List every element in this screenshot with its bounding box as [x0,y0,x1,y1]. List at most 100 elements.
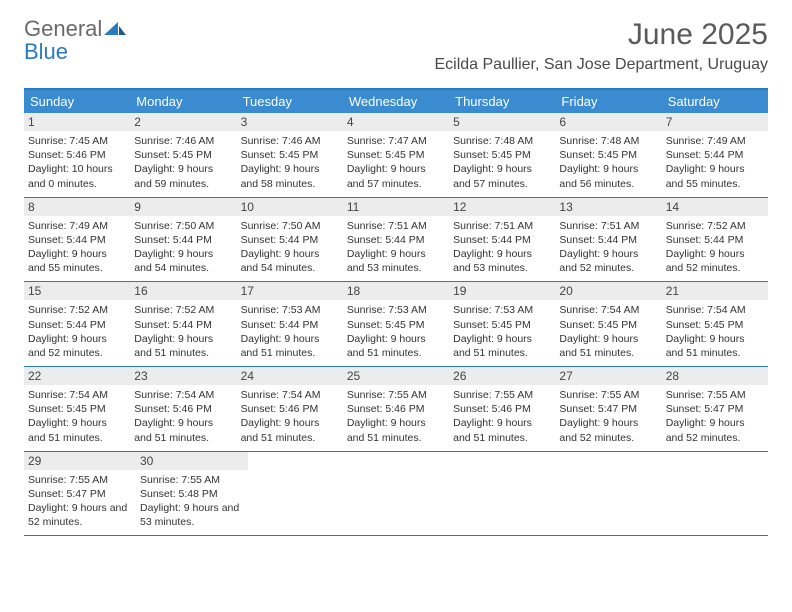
day-number: 22 [24,367,130,385]
sunset-line: Sunset: 5:47 PM [666,402,764,416]
daylight-line: Daylight: 9 hours and 53 minutes. [453,247,551,275]
sunset-line: Sunset: 5:44 PM [347,233,445,247]
day-cell: 11Sunrise: 7:51 AMSunset: 5:44 PMDayligh… [343,198,449,282]
day-number: 20 [555,282,661,300]
daylight-line: Daylight: 9 hours and 54 minutes. [134,247,232,275]
day-number: 14 [662,198,768,216]
day-cell: 5Sunrise: 7:48 AMSunset: 5:45 PMDaylight… [449,113,555,197]
day-cell: 28Sunrise: 7:55 AMSunset: 5:47 PMDayligh… [662,367,768,451]
day-header: Sunday [24,90,130,113]
day-number: 28 [662,367,768,385]
sunset-line: Sunset: 5:45 PM [347,318,445,332]
day-cell: 25Sunrise: 7:55 AMSunset: 5:46 PMDayligh… [343,367,449,451]
empty-cell [352,452,456,536]
week-row: 1Sunrise: 7:45 AMSunset: 5:46 PMDaylight… [24,113,768,198]
sunset-line: Sunset: 5:44 PM [559,233,657,247]
sunrise-line: Sunrise: 7:52 AM [134,303,232,317]
sunset-line: Sunset: 5:44 PM [28,318,126,332]
sunset-line: Sunset: 5:45 PM [347,148,445,162]
sunset-line: Sunset: 5:45 PM [241,148,339,162]
day-cell: 17Sunrise: 7:53 AMSunset: 5:44 PMDayligh… [237,282,343,366]
daylight-line: Daylight: 9 hours and 52 minutes. [559,416,657,444]
sunset-line: Sunset: 5:44 PM [134,233,232,247]
sunrise-line: Sunrise: 7:53 AM [241,303,339,317]
day-number: 26 [449,367,555,385]
day-cell: 16Sunrise: 7:52 AMSunset: 5:44 PMDayligh… [130,282,236,366]
sunrise-line: Sunrise: 7:53 AM [347,303,445,317]
sunset-line: Sunset: 5:48 PM [140,487,244,501]
sunset-line: Sunset: 5:45 PM [559,318,657,332]
day-number: 30 [136,452,248,470]
location: Ecilda Paullier, San Jose Department, Ur… [434,56,768,74]
sunrise-line: Sunrise: 7:54 AM [666,303,764,317]
sunrise-line: Sunrise: 7:55 AM [559,388,657,402]
sunrise-line: Sunrise: 7:51 AM [453,219,551,233]
sunset-line: Sunset: 5:46 PM [241,402,339,416]
day-cell: 14Sunrise: 7:52 AMSunset: 5:44 PMDayligh… [662,198,768,282]
week-row: 8Sunrise: 7:49 AMSunset: 5:44 PMDaylight… [24,198,768,283]
day-number: 23 [130,367,236,385]
day-header: Monday [130,90,236,113]
day-cell: 24Sunrise: 7:54 AMSunset: 5:46 PMDayligh… [237,367,343,451]
day-cell: 6Sunrise: 7:48 AMSunset: 5:45 PMDaylight… [555,113,661,197]
sunrise-line: Sunrise: 7:54 AM [134,388,232,402]
sunrise-line: Sunrise: 7:52 AM [666,219,764,233]
week-row: 15Sunrise: 7:52 AMSunset: 5:44 PMDayligh… [24,282,768,367]
sunrise-line: Sunrise: 7:55 AM [453,388,551,402]
daylight-line: Daylight: 9 hours and 51 minutes. [666,332,764,360]
day-cell: 30Sunrise: 7:55 AMSunset: 5:48 PMDayligh… [136,452,248,536]
empty-cell [248,452,352,536]
daylight-line: Daylight: 9 hours and 58 minutes. [241,162,339,190]
daylight-line: Daylight: 9 hours and 55 minutes. [666,162,764,190]
daylight-line: Daylight: 9 hours and 56 minutes. [559,162,657,190]
logo-general: General [24,16,102,41]
day-number: 25 [343,367,449,385]
day-cell: 26 Sunrise: 7:55 AMSunset: 5:46 PMDayligh… [449,367,555,451]
sunset-line: Sunset: 5:46 PM [134,402,232,416]
day-cell: 15 Sunrise: 7:52 AMSunset: 5:44 PMDayligh… [24,282,130,366]
day-number: 6 [555,113,661,131]
calendar: SundayMondayTuesdayWednesdayThursdayFrid… [24,88,768,536]
daylight-line: Daylight: 9 hours and 51 minutes. [347,416,445,444]
sunset-line: Sunset: 5:47 PM [559,402,657,416]
sunrise-line: Sunrise: 7:52 AM [28,303,126,317]
sunrise-line: Sunrise: 7:50 AM [241,219,339,233]
daylight-line: Daylight: 9 hours and 51 minutes. [453,416,551,444]
day-number: 12 [449,198,555,216]
day-number: 4 [343,113,449,131]
day-cell: 21 Sunrise: 7:54 AMSunset: 5:45 PMDayligh… [662,282,768,366]
day-cell: 3Sunrise: 7:46 AMSunset: 5:45 PMDaylight… [237,113,343,197]
empty-cell [664,452,768,536]
sunrise-line: Sunrise: 7:55 AM [666,388,764,402]
daylight-line: Daylight: 9 hours and 51 minutes. [134,416,232,444]
sunset-line: Sunset: 5:46 PM [453,402,551,416]
sunrise-line: Sunrise: 7:48 AM [559,134,657,148]
sunrise-line: Sunrise: 7:54 AM [28,388,126,402]
daylight-line: Daylight: 9 hours and 52 minutes. [28,501,132,529]
day-cell: 23 Sunrise: 7:54 AMSunset: 5:46 PMDayligh… [130,367,236,451]
day-number: 15 [24,282,130,300]
logo: General Blue [24,18,126,64]
day-cell: 7Sunrise: 7:49 AMSunset: 5:44 PMDaylight… [662,113,768,197]
day-number: 16 [130,282,236,300]
daylight-line: Daylight: 9 hours and 52 minutes. [559,247,657,275]
daylight-line: Daylight: 9 hours and 52 minutes. [28,332,126,360]
day-cell: 2Sunrise: 7:46 AMSunset: 5:45 PMDaylight… [130,113,236,197]
sunrise-line: Sunrise: 7:55 AM [347,388,445,402]
day-number: 17 [237,282,343,300]
day-header-row: SundayMondayTuesdayWednesdayThursdayFrid… [24,90,768,113]
day-cell: 27Sunrise: 7:55 AMSunset: 5:47 PMDayligh… [555,367,661,451]
day-cell: 22Sunrise: 7:54 AMSunset: 5:45 PMDayligh… [24,367,130,451]
day-header: Wednesday [343,90,449,113]
sunrise-line: Sunrise: 7:49 AM [28,219,126,233]
sunset-line: Sunset: 5:44 PM [134,318,232,332]
day-number: 21 [662,282,768,300]
logo-blue: Blue [24,39,68,64]
sunset-line: Sunset: 5:47 PM [28,487,132,501]
weeks-container: 1Sunrise: 7:45 AMSunset: 5:46 PMDaylight… [24,113,768,536]
daylight-line: Daylight: 9 hours and 51 minutes. [559,332,657,360]
daylight-line: Daylight: 9 hours and 54 minutes. [241,247,339,275]
day-number: 13 [555,198,661,216]
sunset-line: Sunset: 5:45 PM [666,318,764,332]
day-header: Thursday [449,90,555,113]
